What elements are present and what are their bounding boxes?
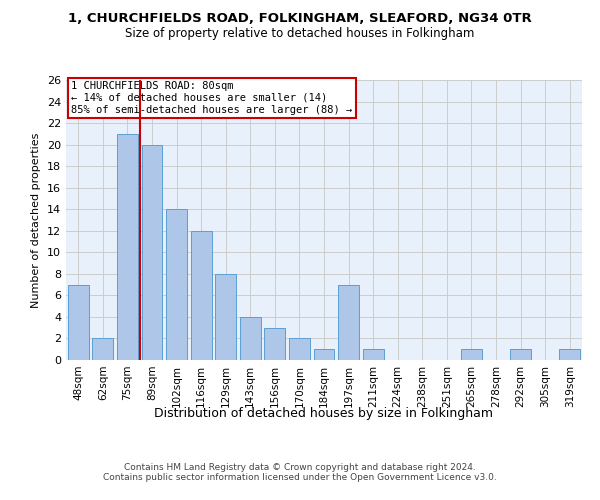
Bar [559, 349, 580, 360]
Bar [92, 338, 113, 360]
Bar [166, 209, 187, 360]
Bar [289, 338, 310, 360]
Bar [461, 349, 482, 360]
Y-axis label: Number of detached properties: Number of detached properties [31, 132, 41, 308]
Bar [265, 328, 286, 360]
Bar [314, 349, 334, 360]
Bar [142, 144, 163, 360]
Text: 1 CHURCHFIELDS ROAD: 80sqm
← 14% of detached houses are smaller (14)
85% of semi: 1 CHURCHFIELDS ROAD: 80sqm ← 14% of deta… [71, 82, 352, 114]
Bar [510, 349, 531, 360]
Bar [117, 134, 138, 360]
Bar [240, 317, 261, 360]
Bar [68, 284, 89, 360]
Bar [191, 231, 212, 360]
Bar [215, 274, 236, 360]
Bar [338, 284, 359, 360]
Text: Contains HM Land Registry data © Crown copyright and database right 2024.: Contains HM Land Registry data © Crown c… [124, 462, 476, 471]
Bar [362, 349, 383, 360]
Text: Size of property relative to detached houses in Folkingham: Size of property relative to detached ho… [125, 28, 475, 40]
Text: 1, CHURCHFIELDS ROAD, FOLKINGHAM, SLEAFORD, NG34 0TR: 1, CHURCHFIELDS ROAD, FOLKINGHAM, SLEAFO… [68, 12, 532, 26]
Text: Contains public sector information licensed under the Open Government Licence v3: Contains public sector information licen… [103, 472, 497, 482]
Text: Distribution of detached houses by size in Folkingham: Distribution of detached houses by size … [155, 408, 493, 420]
